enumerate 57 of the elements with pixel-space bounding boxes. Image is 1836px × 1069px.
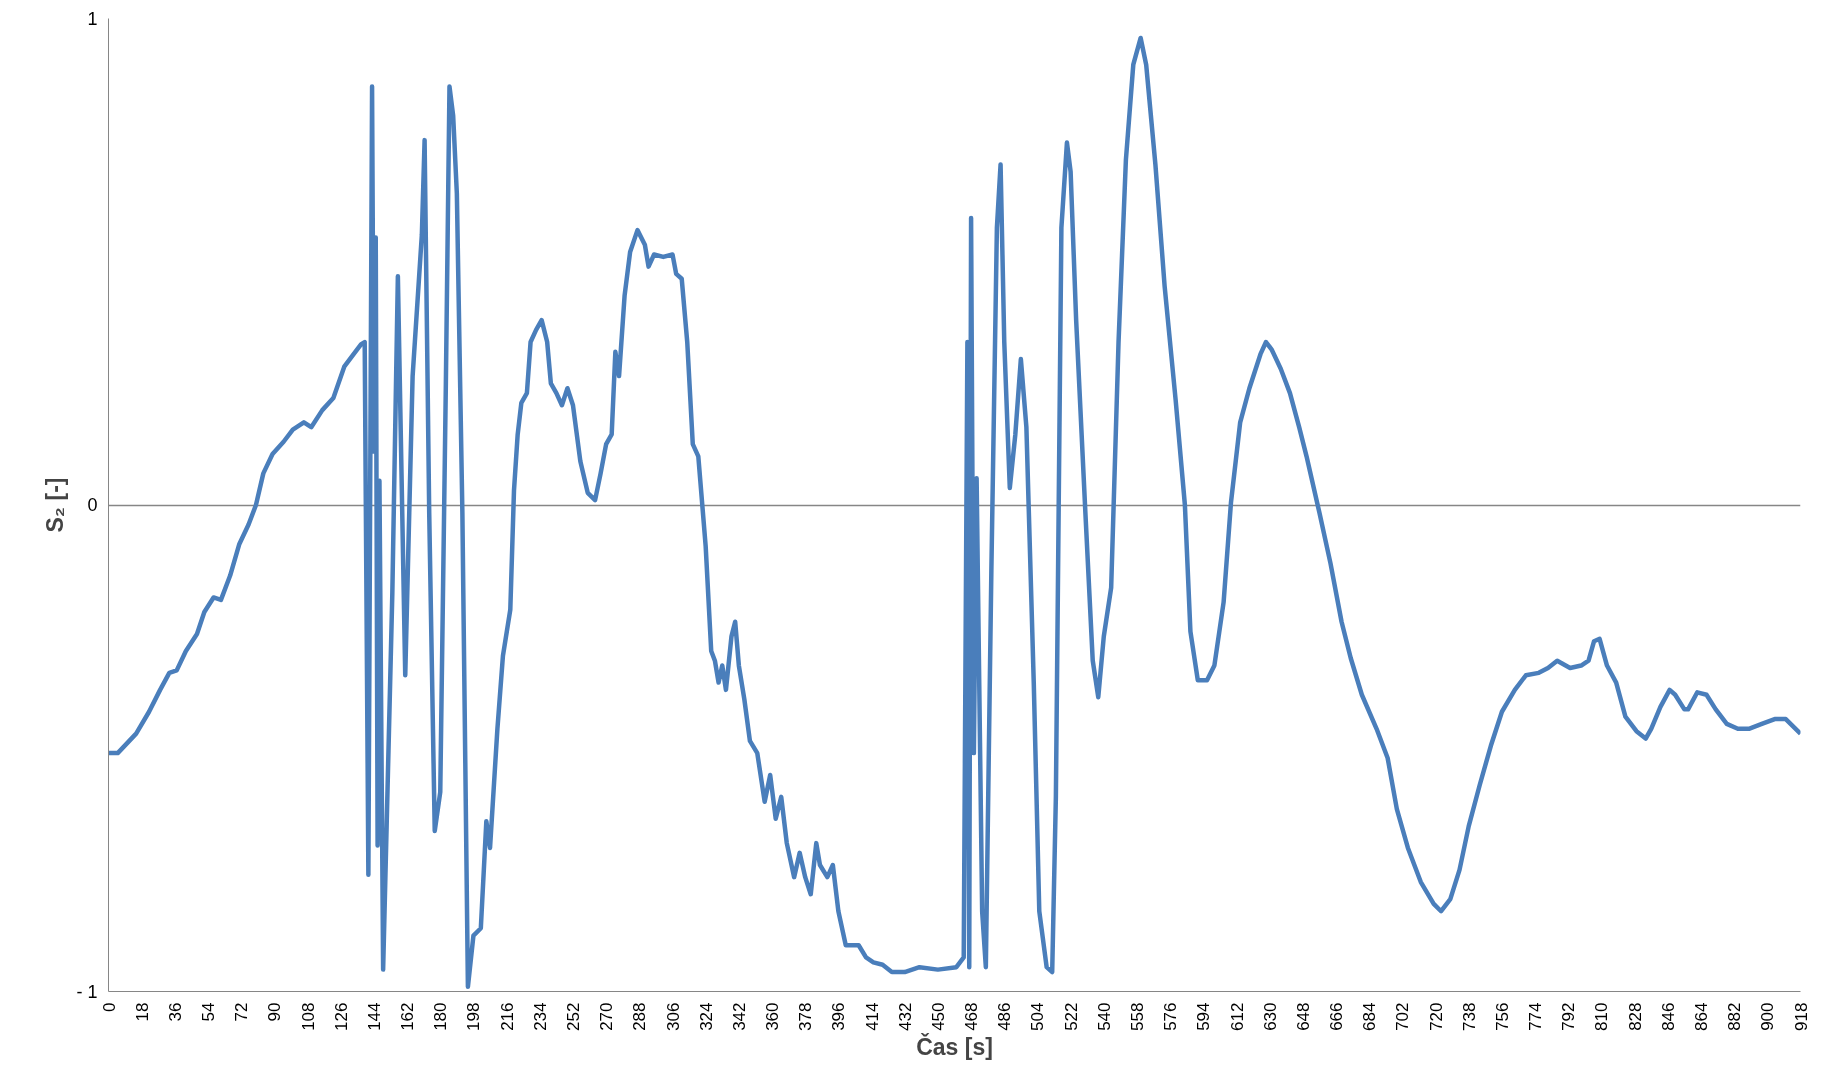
x-tick-label: 252 — [563, 1002, 583, 1031]
y-tick-label: 1 — [87, 8, 98, 29]
x-tick-label: 774 — [1526, 1002, 1546, 1031]
x-tick-label: 918 — [1791, 1002, 1811, 1031]
x-tick-label: 396 — [829, 1002, 849, 1031]
x-tick-label: 90 — [265, 1002, 285, 1022]
x-tick-label: 126 — [331, 1002, 351, 1031]
x-tick-label: 828 — [1625, 1002, 1645, 1031]
x-tick-label: 846 — [1658, 1002, 1678, 1031]
x-tick-label: 648 — [1293, 1002, 1313, 1031]
x-tick-label: 216 — [497, 1002, 517, 1031]
x-tick-label: 162 — [398, 1002, 418, 1031]
x-tick-label: 738 — [1459, 1002, 1479, 1031]
x-tick-label: 432 — [895, 1002, 915, 1031]
y-axis-title: S₂ [-] — [42, 477, 69, 533]
x-tick-label: 54 — [199, 1002, 219, 1022]
x-tick-label: 18 — [132, 1002, 152, 1022]
x-tick-label: 342 — [729, 1002, 749, 1031]
x-tick-label: 360 — [763, 1002, 783, 1031]
x-tick-label: 810 — [1592, 1002, 1612, 1031]
x-tick-label: 882 — [1725, 1002, 1745, 1031]
x-tick-label: 558 — [1127, 1002, 1147, 1031]
x-tick-label: 630 — [1260, 1002, 1280, 1031]
x-tick-label: 486 — [995, 1002, 1015, 1031]
x-tick-label: 864 — [1691, 1002, 1711, 1031]
x-tick-label: 36 — [165, 1002, 185, 1022]
x-tick-label: 234 — [530, 1002, 550, 1031]
x-tick-label: 504 — [1028, 1002, 1048, 1031]
x-tick-label: 522 — [1061, 1002, 1081, 1031]
x-tick-label: 108 — [298, 1002, 318, 1031]
x-tick-label: 540 — [1094, 1002, 1114, 1031]
x-tick-label: 666 — [1327, 1002, 1347, 1031]
x-tick-label: 720 — [1426, 1002, 1446, 1031]
x-tick-label: 702 — [1393, 1002, 1413, 1031]
y-tick-label: - 1 — [76, 981, 98, 1002]
x-tick-label: 594 — [1194, 1002, 1214, 1031]
x-tick-label: 72 — [232, 1002, 252, 1022]
x-tick-label: 792 — [1559, 1002, 1579, 1031]
y-tick-label: 0 — [87, 495, 98, 515]
x-tick-label: 144 — [364, 1002, 384, 1031]
x-tick-label: 450 — [928, 1002, 948, 1031]
x-tick-label: 612 — [1227, 1002, 1247, 1031]
x-tick-label: 0 — [99, 1002, 119, 1012]
x-tick-label: 288 — [630, 1002, 650, 1031]
x-tick-label: 378 — [796, 1002, 816, 1031]
x-tick-label: 756 — [1492, 1002, 1512, 1031]
x-tick-label: 576 — [1161, 1002, 1181, 1031]
x-tick-label: 684 — [1360, 1002, 1380, 1031]
x-axis-title: Čas [s] — [916, 1032, 993, 1060]
x-tick-label: 198 — [464, 1002, 484, 1031]
x-tick-label: 306 — [663, 1002, 683, 1031]
x-tick-label: 414 — [862, 1002, 882, 1031]
x-tick-label: 468 — [962, 1002, 982, 1031]
x-tick-label: 180 — [431, 1002, 451, 1031]
x-tick-label: 900 — [1758, 1002, 1778, 1031]
x-tick-label: 270 — [597, 1002, 617, 1031]
x-tick-label: 324 — [696, 1002, 716, 1031]
